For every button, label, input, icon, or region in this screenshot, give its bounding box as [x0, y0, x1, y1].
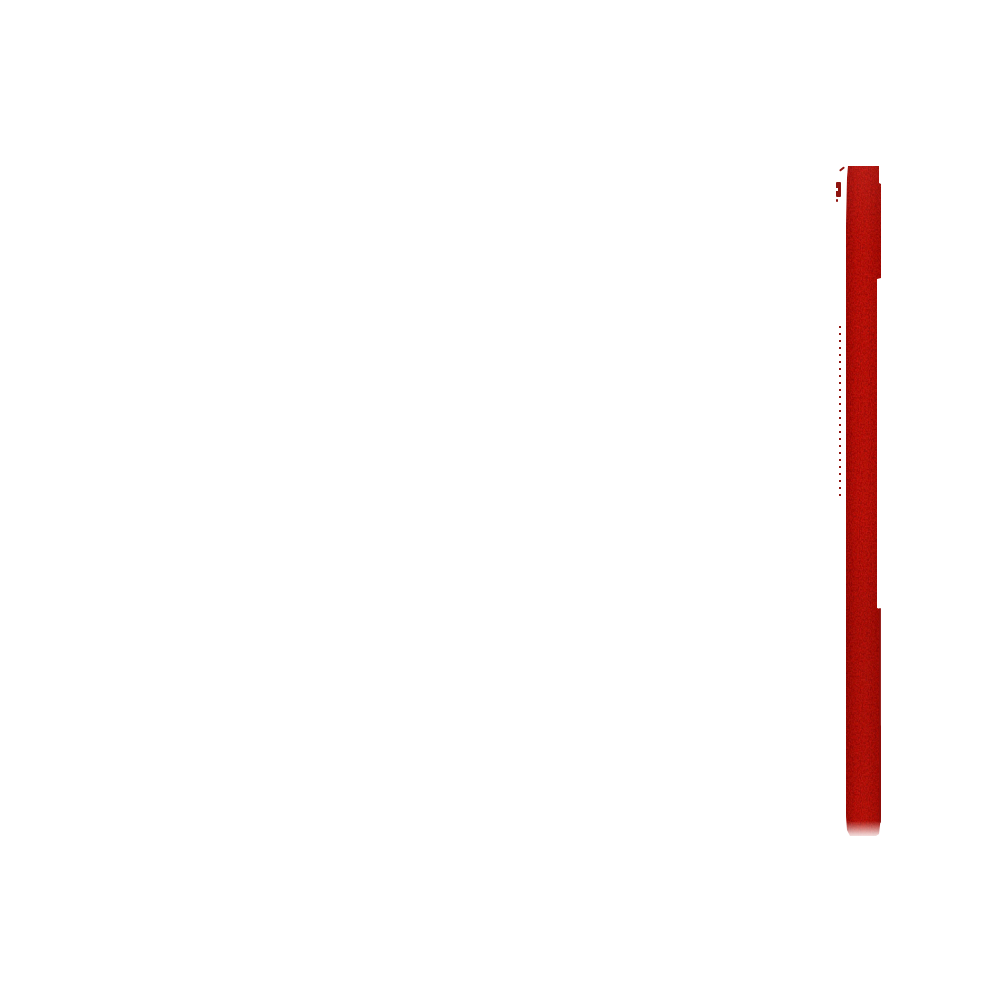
leather-texture	[846, 166, 881, 836]
red-book-spine-photo	[843, 166, 885, 839]
spine-edge-glyph-mark	[836, 182, 841, 197]
spine-vertical-dotted-marks	[839, 326, 841, 498]
spine-right-edge-sliver	[879, 608, 881, 823]
book-spine	[846, 166, 881, 836]
spine-edge-tick-mark	[839, 166, 845, 172]
spine-shading-overlay	[846, 166, 881, 836]
spine-base-rect	[846, 166, 881, 836]
spine-bottom-fade	[843, 821, 885, 839]
spine-edge-dot-mark	[836, 199, 838, 202]
